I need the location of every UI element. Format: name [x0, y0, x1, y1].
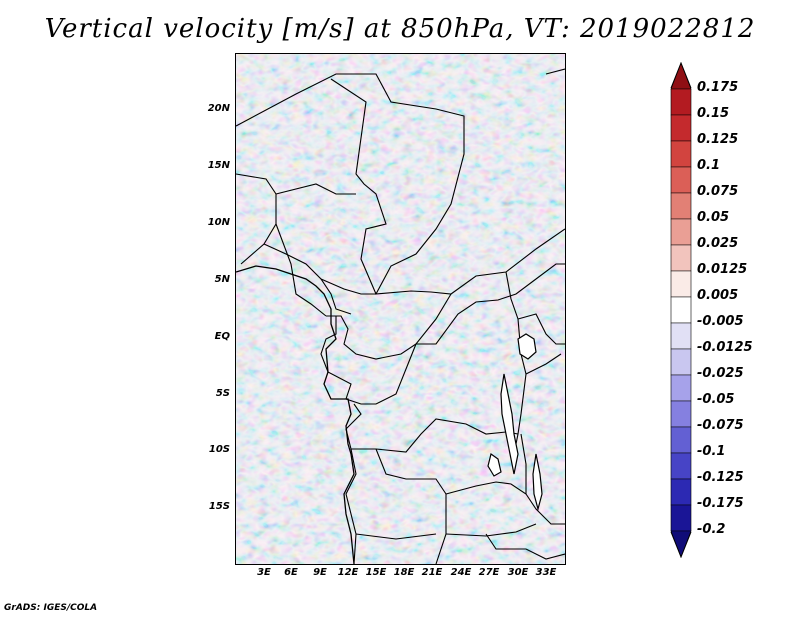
colorbar-cell	[670, 348, 692, 376]
lon-tick-label: 33E	[535, 567, 557, 578]
lat-tick-label: 15N	[207, 160, 230, 171]
lat-tick-label: EQ	[214, 331, 230, 342]
country-borders	[236, 68, 565, 564]
colorbar-cell	[670, 218, 692, 246]
colorbar-label: 0.0125	[697, 262, 748, 277]
lon-tick-label: 24E	[450, 567, 472, 578]
colorbar-cells	[670, 62, 692, 558]
colorbar-label: -0.005	[697, 314, 744, 329]
lat-tick-label: 5N	[214, 274, 230, 285]
lat-tick-label: 5S	[215, 388, 230, 399]
colorbar-cell	[670, 478, 692, 506]
vertical-velocity-map	[235, 53, 566, 565]
colorbar-cell	[670, 140, 692, 168]
lon-tick-label: 15E	[365, 567, 387, 578]
colorbar-label: 0.125	[697, 132, 739, 147]
colorbar-label: 0.1	[697, 158, 721, 173]
colorbar-label: -0.075	[697, 418, 744, 433]
colorbar-label: 0.005	[697, 288, 739, 303]
colorbar-cell	[670, 504, 692, 532]
colorbar-label: 0.025	[697, 236, 739, 251]
colorbar-cell	[670, 270, 692, 298]
lat-tick-label: 20N	[207, 103, 230, 114]
lon-tick-label: 30E	[507, 567, 529, 578]
map-canvas	[236, 54, 565, 564]
colorbar-top-arrow	[670, 62, 692, 89]
colorbar-cell	[670, 426, 692, 454]
colorbar-label: 0.05	[697, 210, 730, 225]
colorbar-cell	[670, 88, 692, 116]
colorbar-bottom-arrow	[670, 531, 692, 558]
colorbar-cell	[670, 114, 692, 142]
lon-tick-label: 27E	[478, 567, 500, 578]
colorbar-label: 0.075	[697, 184, 739, 199]
colorbar-cell	[670, 374, 692, 402]
colorbar-label: 0.175	[697, 80, 739, 95]
colorbar-cell	[670, 530, 692, 558]
colorbar-label: -0.125	[697, 470, 744, 485]
velocity-field	[236, 54, 565, 564]
colorbar-cell	[670, 244, 692, 272]
colorbar-label: -0.05	[697, 392, 735, 407]
lon-tick-label: 3E	[257, 567, 271, 578]
lakes	[487, 333, 543, 512]
colorbar-cell	[670, 296, 692, 324]
grads-credit: GrADS: IGES/COLA	[4, 603, 98, 613]
colorbar-label: -0.025	[697, 366, 744, 381]
colorbar-label: -0.1	[697, 444, 726, 459]
colorbar-cell	[670, 62, 692, 90]
colorbar-label: -0.0125	[697, 340, 753, 355]
colorbar-cell	[670, 452, 692, 480]
colorbar-label: -0.175	[697, 496, 744, 511]
colorbar-cell	[670, 400, 692, 428]
lon-tick-label: 6E	[284, 567, 298, 578]
colorbar-cell	[670, 192, 692, 220]
lon-tick-label: 12E	[337, 567, 359, 578]
coastline	[236, 265, 355, 564]
lon-tick-label: 21E	[421, 567, 443, 578]
lat-tick-label: 10N	[207, 217, 230, 228]
map-title: Vertical velocity [m/s] at 850hPa, VT: 2…	[44, 14, 756, 44]
colorbar	[670, 62, 692, 558]
lon-tick-label: 9E	[313, 567, 327, 578]
lon-tick-label: 18E	[393, 567, 415, 578]
colorbar-label: -0.2	[697, 522, 726, 537]
colorbar-cell	[670, 322, 692, 350]
colorbar-cell	[670, 166, 692, 194]
lat-tick-label: 10S	[208, 444, 230, 455]
colorbar-label: 0.15	[697, 106, 730, 121]
lat-tick-label: 15S	[208, 501, 230, 512]
